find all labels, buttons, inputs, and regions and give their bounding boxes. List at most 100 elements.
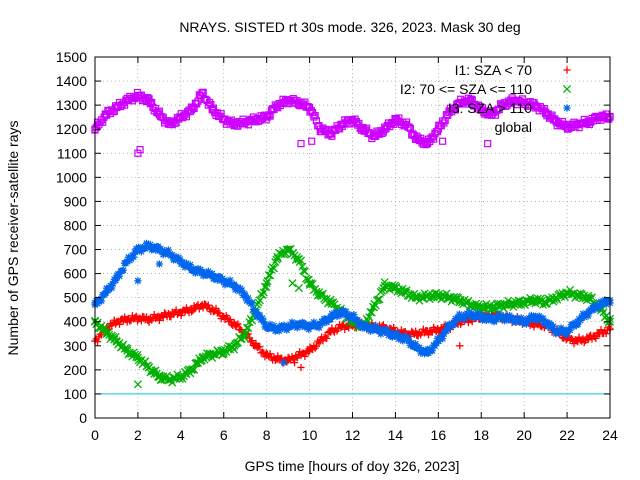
- data-point: [238, 286, 246, 294]
- data-point-anchor: [413, 344, 421, 352]
- data-point: [300, 267, 309, 276]
- data-point: [308, 321, 317, 330]
- data-point: [225, 279, 233, 288]
- data-point-anchor: [327, 327, 335, 335]
- data-point: [208, 269, 216, 278]
- data-point: [299, 319, 308, 327]
- data-point: [279, 324, 287, 333]
- data-point: [459, 312, 467, 320]
- data-point-anchor: [284, 322, 292, 331]
- data-point-anchor: [359, 322, 367, 331]
- outlier-point: [136, 146, 144, 154]
- data-point-anchor: [252, 115, 260, 124]
- outlier-point: [155, 260, 163, 268]
- data-point: [151, 246, 160, 254]
- data-point: [405, 337, 413, 345]
- data-point-anchor: [284, 245, 293, 254]
- data-point: [401, 332, 409, 340]
- data-point: [102, 284, 111, 292]
- data-point: [191, 269, 200, 277]
- data-point-anchor: [187, 365, 196, 374]
- data-point-anchor: [145, 96, 153, 104]
- data-point-anchor: [338, 120, 346, 128]
- data-point: [466, 308, 474, 316]
- data-point-anchor: [445, 322, 453, 331]
- data-point-anchor: [305, 279, 314, 288]
- x-tick-label: 6: [220, 427, 228, 443]
- x-tick-label: 12: [345, 427, 361, 443]
- data-point-anchor: [263, 113, 271, 121]
- data-point: [199, 88, 207, 96]
- data-point-anchor: [456, 313, 464, 321]
- data-point: [482, 316, 490, 325]
- x-tick-label: 22: [559, 427, 575, 443]
- data-point: [186, 261, 194, 269]
- data-point-anchor: [327, 130, 335, 138]
- data-point: [119, 266, 127, 274]
- data-point-anchor: [466, 96, 475, 104]
- data-point-anchor: [209, 106, 217, 114]
- outlier-point: [134, 277, 142, 285]
- data-point-anchor: [220, 115, 228, 124]
- data-point-anchor: [348, 115, 357, 124]
- data-point: [602, 300, 610, 308]
- data-point: [454, 313, 462, 322]
- data-point-anchor: [455, 296, 464, 305]
- data-point-anchor: [177, 113, 185, 121]
- y-tick-label: 200: [64, 362, 88, 378]
- data-point: [109, 279, 117, 288]
- data-point: [205, 98, 214, 107]
- data-point-anchor: [531, 313, 539, 321]
- data-point: [182, 259, 191, 267]
- data-point: [364, 322, 372, 330]
- data-point-anchor: [101, 327, 110, 336]
- data-point: [372, 322, 380, 330]
- legend-label-global: global: [495, 119, 532, 135]
- data-point: [590, 333, 599, 341]
- data-point: [263, 277, 272, 286]
- data-point-anchor: [563, 327, 571, 335]
- x-tick-label: 16: [431, 427, 447, 443]
- data-point-anchor: [295, 320, 303, 328]
- data-point-anchor: [584, 334, 593, 343]
- data-point: [226, 316, 234, 324]
- data-point: [270, 322, 278, 330]
- data-point: [580, 313, 588, 321]
- data-point-anchor: [584, 308, 593, 316]
- data-point-anchor: [509, 299, 518, 308]
- data-point: [481, 314, 489, 322]
- x-tick-label: 4: [177, 427, 185, 443]
- data-point-anchor: [541, 298, 550, 307]
- outlier-point: [280, 359, 288, 367]
- data-point-anchor: [391, 283, 400, 293]
- data-point-anchor: [273, 325, 281, 333]
- data-point: [105, 285, 113, 293]
- data-point-anchor: [144, 363, 153, 372]
- data-point-anchor: [273, 252, 282, 261]
- legend-marker-global: [563, 123, 571, 131]
- data-point-anchor: [305, 103, 314, 112]
- data-point: [305, 325, 313, 333]
- data-point-anchor: [520, 99, 528, 107]
- data-point-anchor: [380, 281, 389, 290]
- outliers-i1: [290, 342, 464, 372]
- data-point: [588, 306, 596, 315]
- data-point-anchor: [369, 303, 379, 312]
- outlier-point: [134, 149, 142, 157]
- outlier-point: [484, 140, 492, 148]
- outlier-point: [297, 363, 305, 372]
- data-point: [377, 330, 385, 338]
- data-point-anchor: [584, 118, 593, 126]
- y-tick-label: 500: [64, 290, 88, 306]
- data-point-anchor: [262, 279, 271, 288]
- data-point-anchor: [294, 255, 303, 264]
- data-point-anchor: [316, 125, 324, 133]
- data-point: [235, 287, 243, 295]
- data-point: [363, 325, 371, 333]
- data-point-anchor: [359, 125, 367, 133]
- data-point-anchor: [391, 115, 400, 124]
- data-point: [424, 331, 433, 339]
- data-point: [248, 336, 256, 345]
- data-point: [411, 340, 420, 348]
